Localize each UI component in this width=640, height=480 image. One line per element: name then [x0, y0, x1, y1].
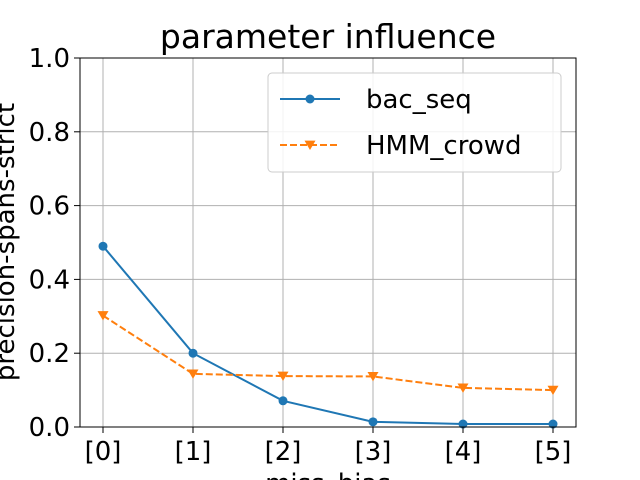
x-tick-label: [4]: [445, 437, 482, 467]
data-point-bac_seq: [98, 241, 108, 251]
legend-label-HMM_crowd: HMM_crowd: [366, 131, 522, 161]
data-point-HMM_crowd: [97, 311, 109, 321]
series-layer: [97, 241, 559, 429]
y-tick-label: 0.8: [29, 118, 70, 148]
data-point-bac_seq: [188, 348, 198, 358]
legend-marker-HMM_crowd: [304, 140, 316, 150]
data-point-HMM_crowd: [367, 372, 379, 382]
y-tick-label: 1.0: [29, 44, 70, 74]
data-point-HMM_crowd: [277, 371, 289, 382]
y-tick-label: 0.2: [29, 339, 70, 369]
legend-label-bac_seq: bac_seq: [366, 85, 472, 115]
x-tick-label: [3]: [355, 437, 392, 467]
series-line-bac_seq: [102, 245, 553, 426]
legend: bac_seq HMM_crowd: [267, 72, 562, 173]
legend-marker-bac_seq: [305, 94, 315, 104]
data-point-bac_seq: [278, 396, 288, 406]
data-point-HMM_crowd: [547, 385, 559, 396]
data-point-HMM_crowd: [457, 383, 469, 393]
data-point-bac_seq: [548, 419, 558, 429]
x-tick-labels: [0] [1] [2] [3] [4] [5]: [85, 427, 572, 467]
chart-title: parameter influence: [160, 17, 496, 56]
data-point-bac_seq: [368, 417, 378, 427]
legend-box: [267, 72, 562, 173]
y-tick-label: 0.0: [29, 413, 70, 443]
y-tick-labels: 0.0 0.2 0.4 0.6 0.8 1.0: [29, 44, 80, 443]
x-tick-label: [1]: [175, 437, 212, 467]
x-tick-label: [2]: [265, 437, 302, 467]
x-axis-label: miss_bias: [265, 469, 391, 480]
y-tick-label: 0.4: [29, 265, 70, 295]
y-tick-label: 0.6: [29, 192, 70, 222]
y-axis-label: precision-spans-strict: [0, 103, 21, 381]
series-line-HMM_crowd: [102, 314, 554, 392]
data-point-HMM_crowd: [187, 369, 199, 379]
plot-frame: [79, 57, 577, 428]
x-tick-label: [5]: [535, 437, 572, 467]
data-point-bac_seq: [458, 419, 468, 429]
x-tick-label: [0]: [85, 437, 122, 467]
